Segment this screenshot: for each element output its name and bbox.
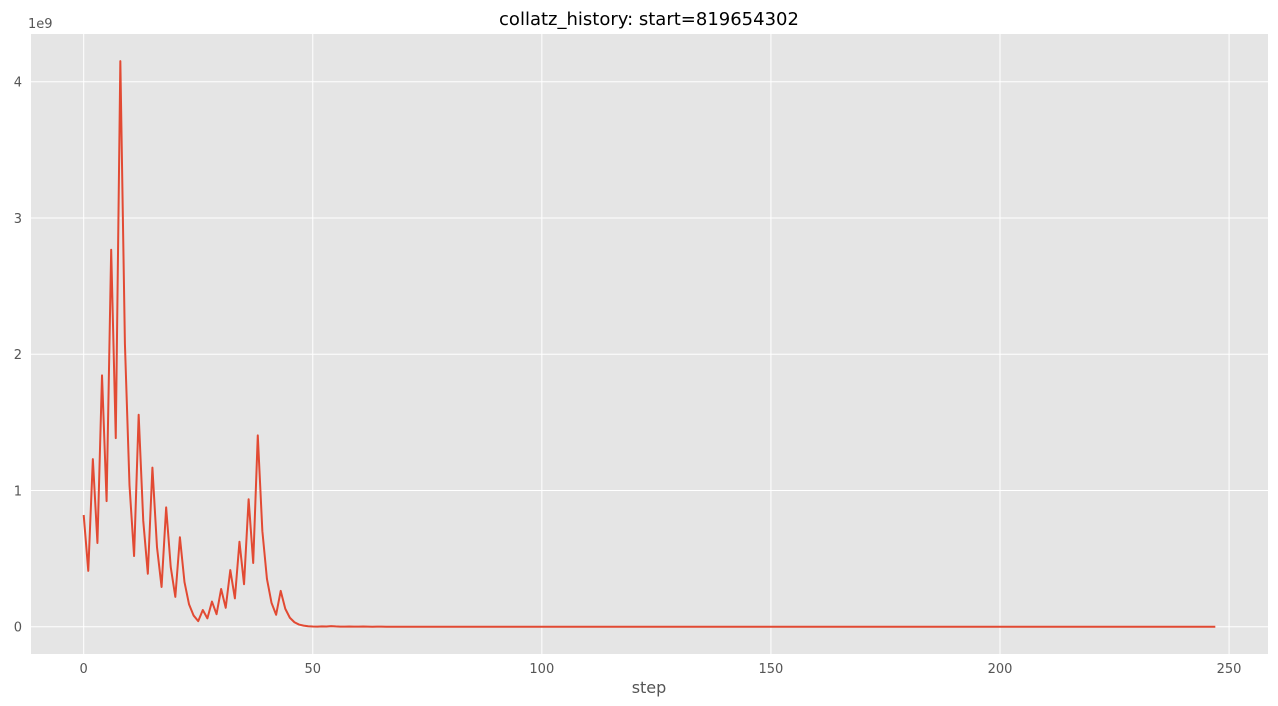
y-tick-label: 2 [14,348,22,363]
y-tick-label: 3 [14,212,22,227]
gridlines [31,34,1268,654]
y-tick-label: 4 [14,76,22,91]
series-line [82,60,1216,628]
x-tick-label: 200 [988,662,1013,677]
x-tick-label: 150 [758,662,783,677]
x-tick-label: 100 [529,662,554,677]
y-tick-label: 0 [14,621,22,636]
x-axis-label: step [632,678,667,697]
x-tick-label: 0 [80,662,88,677]
plot-background [31,34,1268,654]
chart-title: collatz_history: start=819654302 [499,9,799,30]
x-tick-label: 50 [304,662,321,677]
y-scale-label: 1e9 [28,17,53,32]
tick-labels: 0 50 100 150 200 250 0 1 2 3 4 [14,76,1242,677]
y-tick-label: 1 [14,484,22,499]
x-tick-label: 250 [1217,662,1242,677]
